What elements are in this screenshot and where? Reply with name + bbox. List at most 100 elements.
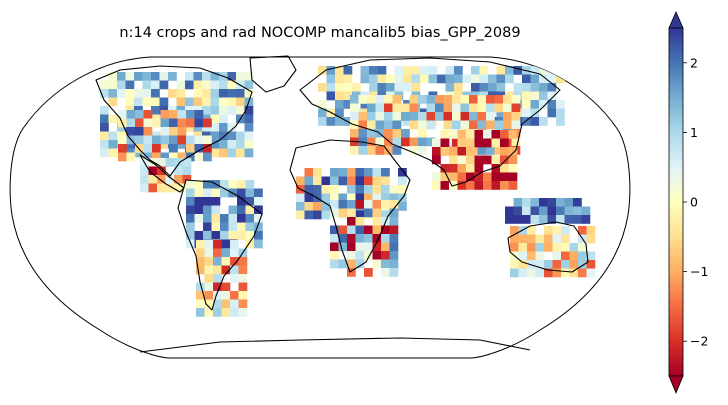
grid-cell	[350, 129, 359, 138]
grid-cell	[159, 72, 169, 81]
grid-cell	[335, 66, 344, 75]
grid-cell	[196, 257, 205, 266]
grid-cell	[360, 100, 370, 109]
colorbar-ticks: −2 −1 0 1 2	[683, 55, 708, 349]
grid-cell	[321, 210, 331, 220]
grid-cell	[389, 251, 399, 260]
grid-cell	[219, 123, 228, 132]
grid-cell	[409, 146, 419, 155]
grid-cell	[245, 188, 255, 198]
grid-cell	[569, 268, 579, 278]
grid-cell	[186, 197, 195, 206]
grid-cell	[152, 144, 161, 153]
grid-cell	[347, 200, 356, 209]
grid-cell	[471, 83, 480, 92]
grid-cell	[474, 172, 484, 182]
grid-cell	[203, 197, 212, 206]
grid-cell	[135, 144, 144, 153]
grid-cell	[350, 146, 359, 155]
grid-cell	[392, 146, 402, 155]
grid-cell	[237, 231, 246, 240]
grid-cell	[228, 231, 238, 240]
grid-cell	[569, 243, 579, 252]
grid-cell	[556, 117, 565, 126]
grid-cell	[488, 83, 497, 92]
grid-cell	[219, 97, 228, 107]
grid-cell	[426, 137, 436, 147]
grid-cell	[330, 193, 339, 203]
grid-cell	[203, 214, 212, 223]
grid-cell	[445, 83, 455, 92]
grid-cell	[186, 222, 195, 232]
grid-cell	[117, 72, 126, 81]
grid-cell	[204, 265, 214, 275]
grid-cell	[449, 172, 458, 182]
grid-cell	[176, 80, 186, 90]
grid-cell	[381, 193, 390, 203]
grid-cell	[369, 74, 378, 84]
grid-cell	[326, 74, 336, 84]
grid-cell	[159, 80, 169, 90]
grid-cell	[392, 120, 402, 130]
grid-cell	[352, 83, 361, 92]
grid-cell	[372, 217, 382, 226]
grid-cell	[142, 80, 152, 90]
grid-cell	[330, 251, 339, 260]
grid-cell	[375, 120, 385, 130]
grid-cell	[304, 193, 314, 203]
grid-cell	[518, 243, 528, 252]
grid-cell	[375, 137, 385, 147]
grid-cell	[211, 205, 221, 215]
grid-cell	[238, 291, 248, 300]
grid-cell	[221, 291, 231, 300]
grid-cell	[477, 146, 487, 155]
grid-cell	[403, 74, 412, 84]
grid-cell	[401, 129, 410, 138]
grid-cell	[347, 176, 356, 186]
grid-cell	[511, 120, 521, 130]
grid-cell	[186, 188, 195, 198]
grid-cell	[202, 89, 211, 98]
grid-cell	[230, 248, 239, 258]
grid-cell	[220, 239, 229, 249]
grid-cell	[143, 152, 153, 162]
grid-cell	[100, 148, 109, 158]
grid-cell	[213, 282, 222, 292]
grid-cell	[418, 95, 427, 104]
grid-cell	[364, 268, 373, 277]
grid-cell	[522, 215, 531, 224]
grid-cell	[539, 215, 548, 224]
grid-cell	[513, 83, 523, 92]
grid-cell	[530, 108, 540, 118]
grid-cell	[177, 152, 187, 162]
grid-cell	[182, 166, 192, 176]
grid-cell	[335, 117, 344, 126]
grid-cell	[202, 72, 211, 81]
grid-cell	[510, 243, 519, 252]
grid-cell	[530, 83, 540, 92]
grid-cell	[500, 147, 509, 156]
grid-cell	[245, 231, 255, 240]
grid-cell	[194, 135, 204, 145]
grid-cell	[511, 137, 521, 147]
grid-cell	[254, 188, 263, 198]
colorbar-tick-label: 0	[690, 195, 698, 210]
grid-cell	[244, 80, 254, 90]
grid-cell	[460, 95, 470, 104]
grid-cell	[230, 274, 239, 283]
grid-cell	[384, 112, 393, 121]
grid-cell	[221, 265, 231, 275]
grid-cell	[134, 89, 143, 98]
grid-cell	[500, 164, 509, 173]
grid-cell	[213, 265, 222, 275]
grid-cell	[193, 89, 203, 98]
grid-cell	[343, 83, 353, 92]
grid-cell	[227, 106, 237, 115]
grid-cell	[544, 226, 553, 235]
grid-cell	[100, 140, 109, 149]
grid-cell	[100, 131, 109, 141]
grid-cell	[418, 120, 427, 130]
grid-cell	[547, 215, 557, 224]
grid-cell	[165, 158, 175, 167]
grid-cell	[544, 268, 553, 278]
